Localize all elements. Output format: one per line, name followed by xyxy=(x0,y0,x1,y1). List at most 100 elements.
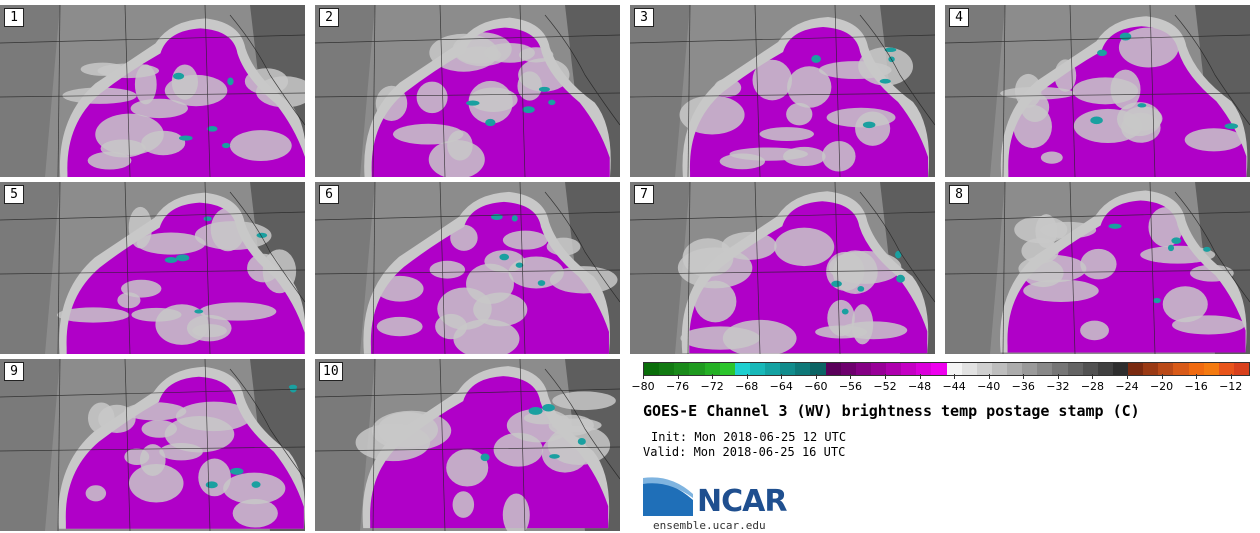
colorbar-swatch xyxy=(1052,363,1068,375)
colorbar-swatch xyxy=(1143,363,1159,375)
colorbar-swatch xyxy=(1188,363,1204,375)
stamp-panel: 1 xyxy=(0,5,305,177)
colorbar-swatch xyxy=(1158,363,1174,375)
colorbar-tick xyxy=(850,374,852,379)
colorbar-swatch xyxy=(976,363,992,375)
colorbar-swatch xyxy=(1097,363,1113,375)
stamp-panel: 9 xyxy=(0,359,305,531)
colorbar-swatch xyxy=(810,363,826,375)
colorbar-swatch xyxy=(1007,363,1023,375)
colorbar-tick-label: −32 xyxy=(1046,380,1070,393)
colorbar-tick xyxy=(954,374,956,379)
colorbar-swatch xyxy=(1218,363,1234,375)
stamp-number: 1 xyxy=(4,8,24,27)
colorbar-tick xyxy=(677,374,679,379)
stamp-panel: 8 xyxy=(945,182,1250,354)
colorbar-tick-label: −68 xyxy=(735,380,759,393)
colorbar-tick-label: −40 xyxy=(977,380,1001,393)
colorbar-tick xyxy=(885,374,886,379)
stamp-number: 5 xyxy=(4,185,24,204)
colorbar-tick-label: −48 xyxy=(907,380,932,393)
colorbar-swatch xyxy=(1233,363,1249,375)
stamp-panel: 4 xyxy=(945,5,1250,177)
colorbar-swatch xyxy=(1082,363,1098,375)
stamp-panel: 10 xyxy=(315,359,620,531)
colorbar-swatch xyxy=(840,363,856,375)
colorbar-swatch xyxy=(644,363,660,375)
colorbar-tick-label: −76 xyxy=(665,380,690,393)
colorbar-swatch xyxy=(1112,363,1128,375)
colorbar-tick-label: −44 xyxy=(942,380,966,393)
ncar-logo-icon xyxy=(643,477,693,516)
colorbar-swatch xyxy=(931,363,947,375)
colorbar-swatch xyxy=(1128,363,1144,375)
colorbar-tick-label: −12 xyxy=(1219,380,1243,393)
colorbar-swatch xyxy=(901,363,917,375)
colorbar-swatch xyxy=(1203,363,1219,375)
stamp-panel: 7 xyxy=(630,182,935,354)
colorbar-swatch xyxy=(659,363,675,375)
colorbar-swatch xyxy=(795,363,811,375)
colorbar-swatch xyxy=(689,363,705,375)
colorbar-tick xyxy=(988,374,990,379)
colorbar-swatch xyxy=(870,363,886,375)
colorbar-tick xyxy=(712,374,714,379)
colorbar-swatch xyxy=(1173,363,1189,375)
valid-time: Valid: Mon 2018-06-25 16 UTC xyxy=(643,445,846,459)
stamp-number: 9 xyxy=(4,362,24,381)
colorbar-tick xyxy=(815,374,817,379)
colorbar-swatch xyxy=(674,363,690,375)
colorbar-tick-label: −64 xyxy=(769,380,793,393)
colorbar-tick-label: −16 xyxy=(1184,380,1208,393)
colorbar-swatch xyxy=(704,363,720,375)
colorbar-swatch xyxy=(749,363,765,375)
colorbar-swatch xyxy=(765,363,781,375)
colorbar-swatch xyxy=(961,363,977,375)
colorbar-tick xyxy=(1092,374,1094,379)
stamp-number: 8 xyxy=(949,185,969,204)
stamp-number: 3 xyxy=(634,8,654,27)
colorbar-tick-label: −60 xyxy=(804,380,828,393)
colorbar-swatch xyxy=(1037,363,1053,375)
stamp-panel: 6 xyxy=(315,182,620,354)
colorbar-tick xyxy=(1196,374,1198,379)
colorbar-swatch xyxy=(1022,363,1038,375)
colorbar-swatch xyxy=(916,363,932,375)
stamp-panel: 5 xyxy=(0,182,305,354)
colorbar-tick xyxy=(1057,374,1059,379)
colorbar-swatch xyxy=(886,363,902,375)
colorbar-swatch xyxy=(1067,363,1083,375)
colorbar-swatch xyxy=(991,363,1007,375)
colorbar-swatch xyxy=(734,363,750,375)
colorbar-tick-label: −80 xyxy=(631,380,655,393)
colorbar-ticks: −80 −76 −72 −68 −64 −60 −56 −52 −48 −44 −40 −36 −32−… xyxy=(631,374,1248,394)
stamp-number: 4 xyxy=(949,8,969,27)
colorbar-tick-label: −56 xyxy=(838,380,863,393)
logo-url: ensemble.ucar.edu xyxy=(653,519,766,532)
colorbar-tick-label: −52 xyxy=(873,380,897,393)
stamp-number: 10 xyxy=(319,362,343,381)
colorbar-tick-label: −28 xyxy=(1080,380,1105,393)
colorbar-swatch xyxy=(719,363,735,375)
colorbar-tick-label: −36 xyxy=(1011,380,1035,393)
colorbar-tick xyxy=(1127,374,1128,379)
init-time: Init: Mon 2018-06-25 12 UTC xyxy=(651,430,847,444)
colorbar-tick-label: −72 xyxy=(700,380,724,393)
colorbar-tick xyxy=(919,374,921,379)
colorbar-swatch xyxy=(780,363,796,375)
colorbar-tick-label: −24 xyxy=(1115,380,1139,393)
colorbar-tick xyxy=(1161,374,1163,379)
colorbar xyxy=(643,362,1250,376)
colorbar-tick xyxy=(1230,374,1232,379)
figure-title: GOES-E Channel 3 (WV) brightness temp po… xyxy=(643,402,1140,420)
colorbar-tick xyxy=(1023,374,1025,379)
colorbar-tick-label: −20 xyxy=(1149,380,1174,393)
stamp-number: 6 xyxy=(319,185,339,204)
colorbar-tick xyxy=(643,374,644,379)
stamp-number: 7 xyxy=(634,185,654,204)
colorbar-swatch xyxy=(855,363,871,375)
stamp-panel: 2 xyxy=(315,5,620,177)
colorbar-tick xyxy=(746,374,748,379)
stamp-number: 2 xyxy=(319,8,339,27)
logo-text: NCAR xyxy=(697,484,787,519)
